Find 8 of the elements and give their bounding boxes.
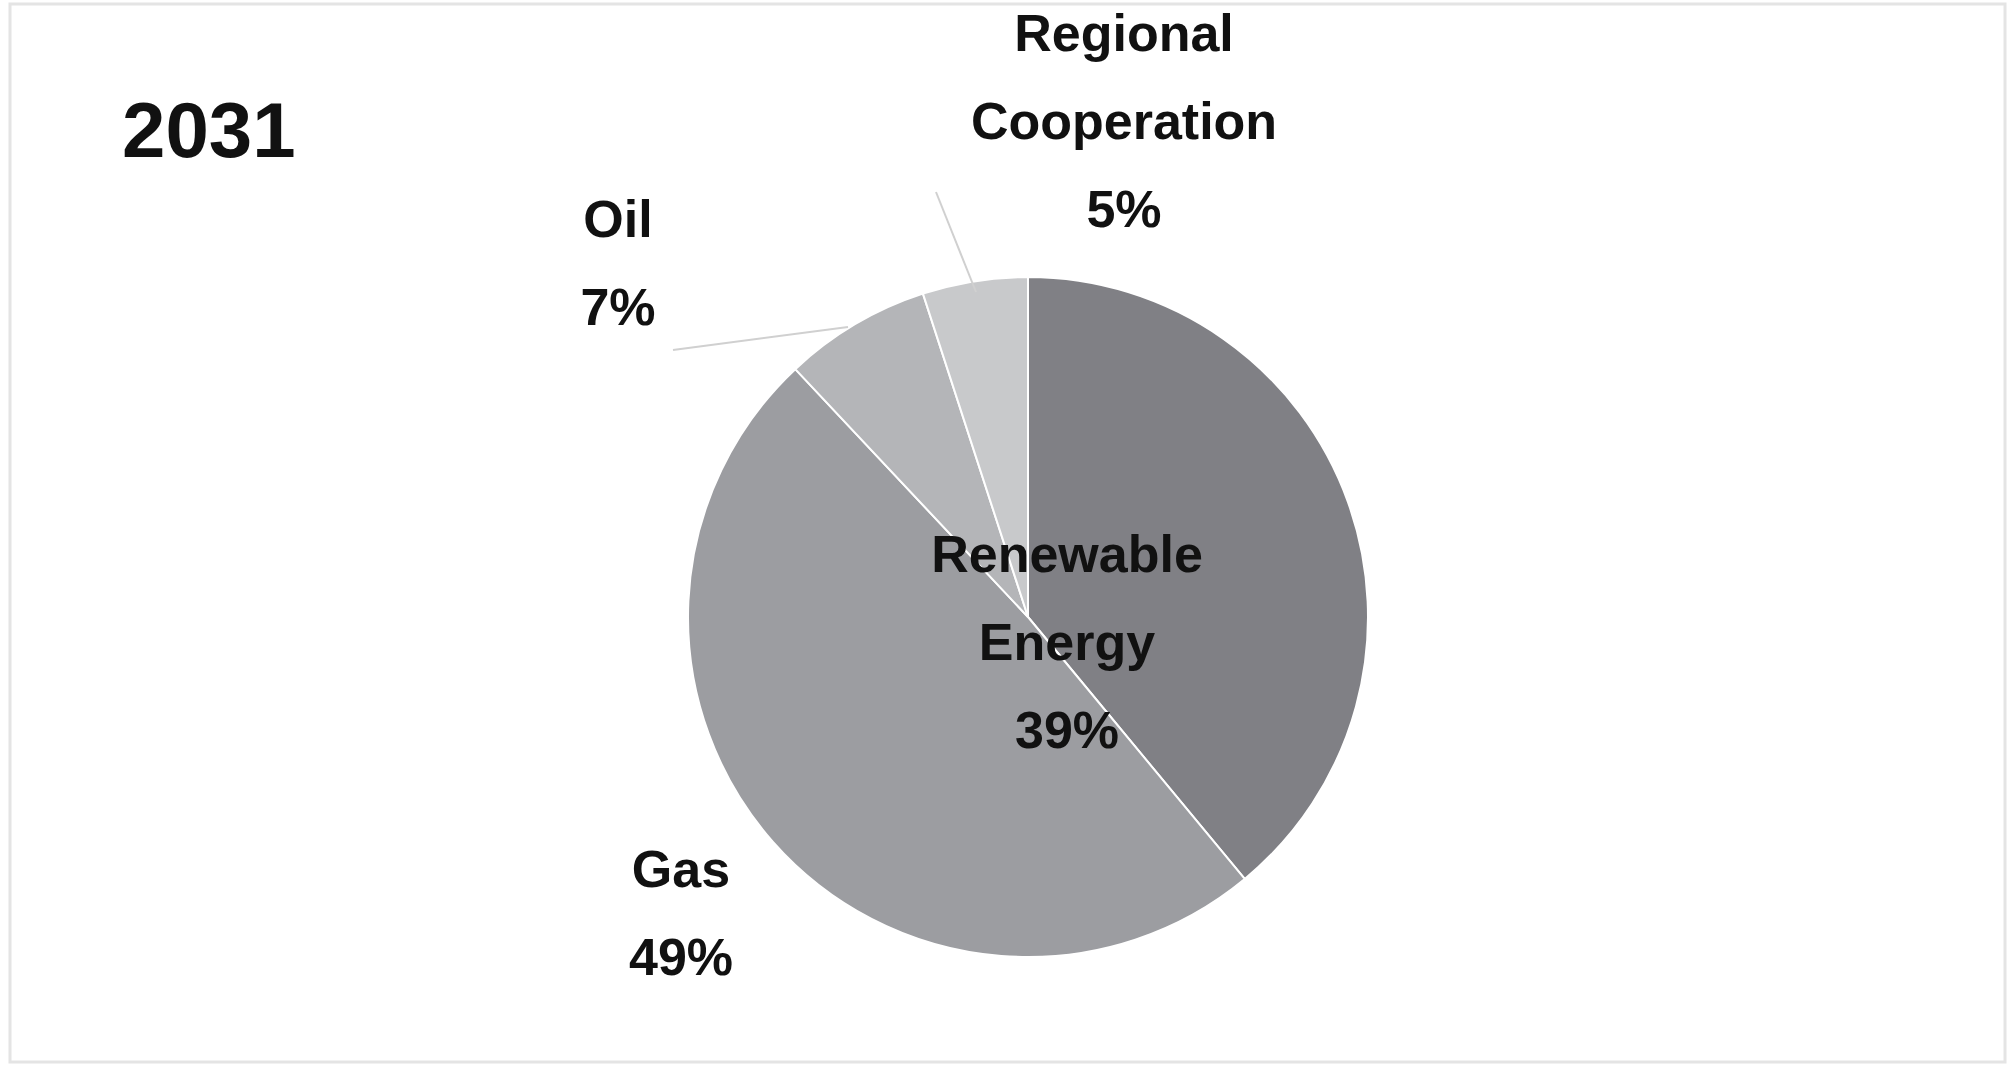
data-label: 49% — [628, 928, 734, 986]
data-label: 39% — [1014, 701, 1120, 759]
slice-label: Oil — [583, 190, 653, 248]
data-label: 5% — [1086, 180, 1162, 238]
slice-label: Regional Cooperation — [970, 4, 1278, 150]
data-label: 7% — [580, 278, 656, 336]
slice-label: Gas — [631, 840, 731, 898]
text: 2031 — [122, 86, 296, 174]
